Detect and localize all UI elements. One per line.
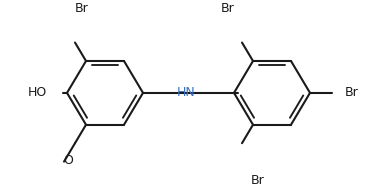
Text: HN: HN <box>177 86 196 99</box>
Text: Br: Br <box>251 174 265 187</box>
Text: Br: Br <box>75 2 89 15</box>
Text: Br: Br <box>345 86 359 99</box>
Text: HO: HO <box>28 86 47 99</box>
Text: Br: Br <box>221 2 235 15</box>
Text: O: O <box>63 154 73 167</box>
